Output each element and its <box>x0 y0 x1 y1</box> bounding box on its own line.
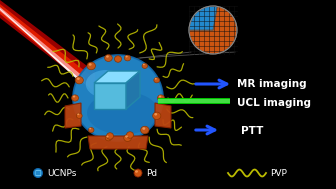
Ellipse shape <box>34 169 42 177</box>
Ellipse shape <box>155 78 157 80</box>
Ellipse shape <box>135 170 138 173</box>
Text: 🔥: 🔥 <box>226 124 235 138</box>
Ellipse shape <box>125 56 128 57</box>
Polygon shape <box>0 7 85 84</box>
Ellipse shape <box>76 113 82 119</box>
Ellipse shape <box>153 112 161 119</box>
Wedge shape <box>189 6 217 30</box>
Polygon shape <box>88 136 148 149</box>
Ellipse shape <box>142 127 145 130</box>
Ellipse shape <box>88 128 94 132</box>
Text: UCL imaging: UCL imaging <box>237 98 311 108</box>
Ellipse shape <box>104 55 112 61</box>
Ellipse shape <box>73 55 163 141</box>
Ellipse shape <box>77 77 80 80</box>
Ellipse shape <box>89 128 91 129</box>
Ellipse shape <box>115 56 122 62</box>
Ellipse shape <box>154 113 157 115</box>
Ellipse shape <box>126 132 133 138</box>
Ellipse shape <box>107 133 114 139</box>
Ellipse shape <box>106 136 109 137</box>
Ellipse shape <box>125 135 128 138</box>
Ellipse shape <box>154 78 160 83</box>
Polygon shape <box>94 83 126 109</box>
Ellipse shape <box>143 64 145 65</box>
Ellipse shape <box>142 64 148 68</box>
Text: PVP: PVP <box>270 169 287 177</box>
Polygon shape <box>158 98 230 104</box>
Text: MR imaging: MR imaging <box>237 79 307 89</box>
Ellipse shape <box>158 95 165 101</box>
Ellipse shape <box>105 135 112 141</box>
Ellipse shape <box>87 62 95 70</box>
Text: UCNPs: UCNPs <box>47 169 76 177</box>
Polygon shape <box>94 71 140 83</box>
Polygon shape <box>0 0 95 92</box>
Ellipse shape <box>124 135 131 141</box>
Text: □: □ <box>35 170 41 176</box>
Ellipse shape <box>72 95 79 101</box>
Ellipse shape <box>140 126 149 134</box>
Text: Pd: Pd <box>146 169 157 177</box>
Ellipse shape <box>89 63 92 66</box>
Polygon shape <box>126 71 140 109</box>
Ellipse shape <box>77 113 79 115</box>
Ellipse shape <box>106 55 109 58</box>
Ellipse shape <box>86 70 126 98</box>
Ellipse shape <box>73 95 75 98</box>
Polygon shape <box>65 103 81 128</box>
Wedge shape <box>189 6 237 54</box>
Ellipse shape <box>87 91 159 135</box>
Ellipse shape <box>75 77 83 84</box>
Ellipse shape <box>159 95 161 98</box>
Polygon shape <box>0 9 80 82</box>
Polygon shape <box>158 99 230 103</box>
Text: PTT: PTT <box>241 126 263 136</box>
Ellipse shape <box>124 55 131 61</box>
Polygon shape <box>155 103 171 128</box>
Polygon shape <box>0 4 90 88</box>
Ellipse shape <box>134 169 142 177</box>
